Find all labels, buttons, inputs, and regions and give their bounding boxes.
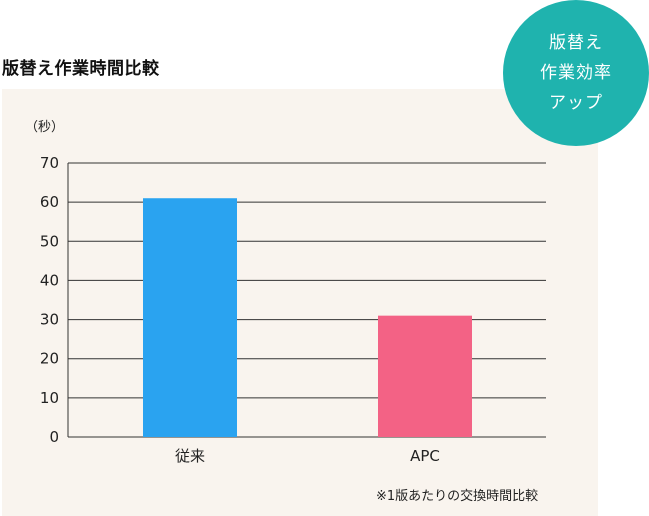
category-labels: 従来 APC (175, 447, 440, 465)
grid-lines (68, 162, 546, 438)
y-tick-label: 0 (49, 428, 59, 446)
bar-0 (143, 198, 237, 437)
y-tick-label: 70 (40, 154, 59, 172)
y-tick-label: 60 (40, 193, 59, 211)
chart-title: 版替え作業時間比較 (2, 59, 160, 79)
y-tick-labels: 0 10 20 30 40 50 60 70 (40, 154, 59, 446)
badge-line-3: アップ (549, 93, 603, 113)
bars (143, 198, 472, 437)
footnote: ※1版あたりの交換時間比較 (376, 489, 539, 504)
y-tick-label: 10 (40, 389, 59, 407)
y-tick-label: 20 (40, 350, 59, 368)
y-unit-label: （秒） (25, 120, 64, 135)
badge-line-2: 作業効率 (540, 63, 612, 83)
bar-1 (378, 315, 472, 437)
category-label-0: 従来 (175, 447, 205, 465)
chart-panel (2, 89, 598, 516)
efficiency-badge: 版替え 作業効率 アップ (503, 0, 649, 146)
category-label-1: APC (410, 447, 440, 465)
y-tick-label: 30 (40, 311, 59, 329)
badge-line-1: 版替え (549, 33, 603, 53)
y-tick-label: 40 (40, 271, 59, 289)
y-tick-label: 50 (40, 232, 59, 250)
